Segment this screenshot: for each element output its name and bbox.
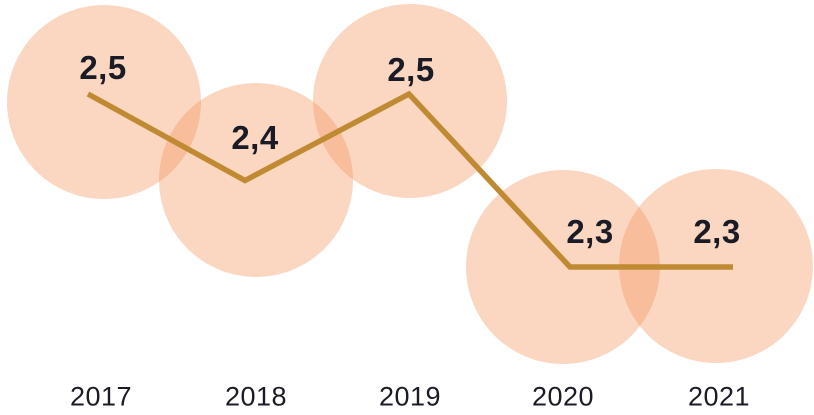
value-label: 2,3: [693, 213, 741, 250]
x-axis-tick-label: 2017: [69, 381, 133, 412]
bubble: [466, 170, 660, 364]
x-axis-tick-label: 2021: [687, 381, 751, 412]
bubble: [159, 83, 353, 277]
x-axis-tick-label: 2018: [224, 381, 288, 412]
value-label: 2,3: [566, 213, 614, 250]
value-label: 2,5: [387, 51, 435, 88]
value-label: 2,4: [231, 119, 279, 156]
x-axis-tick-label: 2019: [378, 381, 442, 412]
value-label: 2,5: [79, 49, 127, 86]
trend-line: [86, 90, 733, 270]
x-axis-tick-label: 2020: [531, 381, 595, 412]
